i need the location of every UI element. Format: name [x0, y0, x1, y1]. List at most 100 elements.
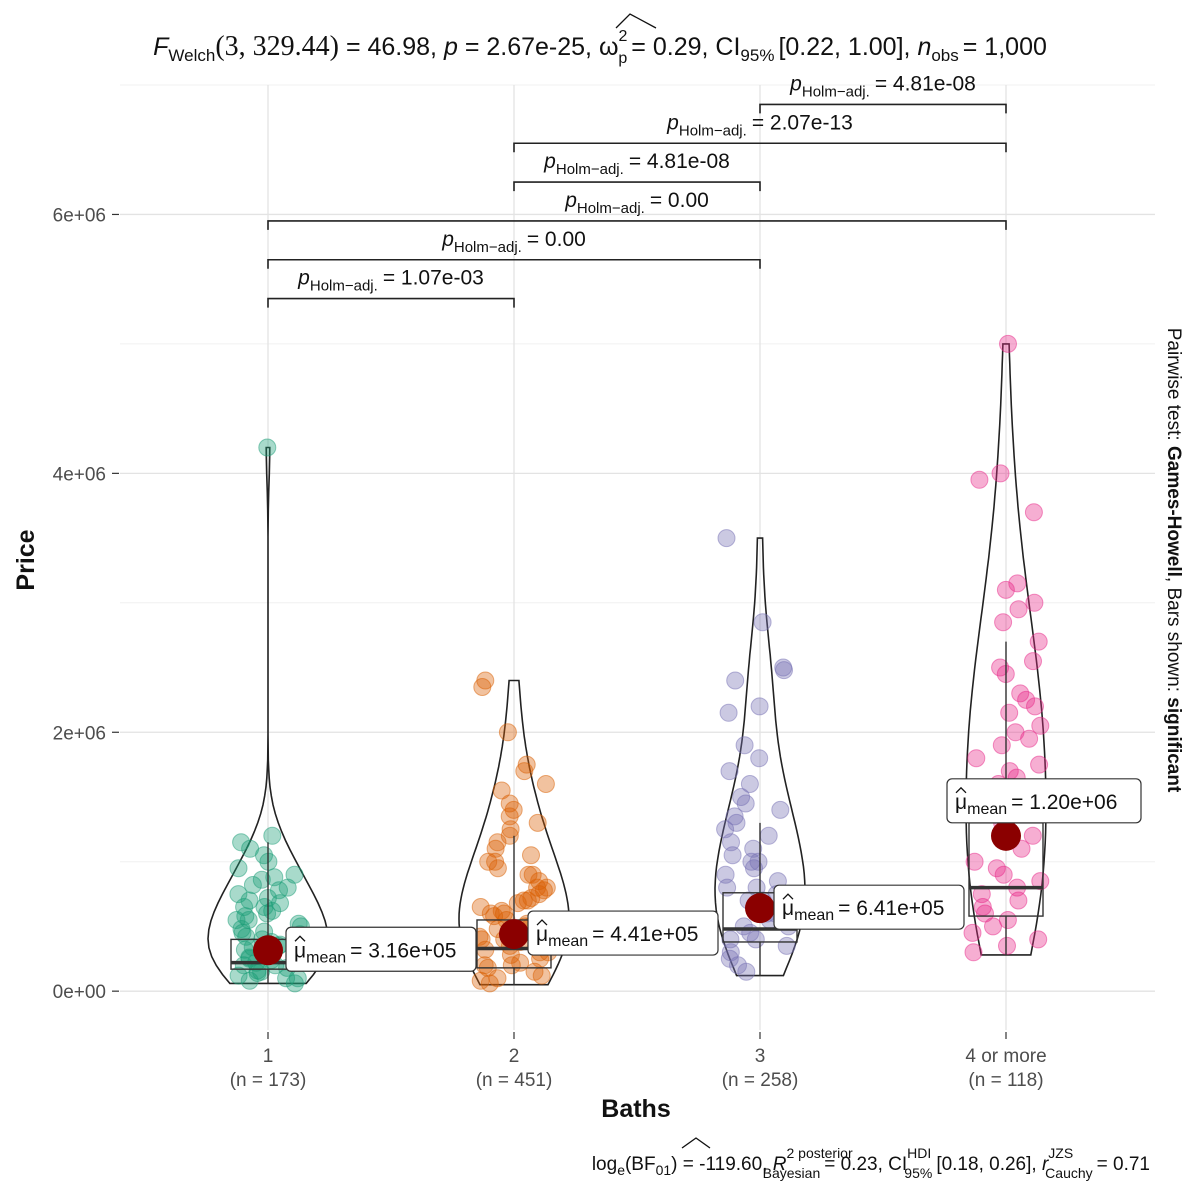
data-point [749, 852, 768, 871]
mean-symbol: μ [536, 923, 548, 946]
mean-point-3 [745, 893, 775, 924]
data-point [777, 936, 796, 955]
p-symbol: p [666, 111, 679, 134]
side-label: Pairwise test: Games-Howell, Bars shown:… [1163, 328, 1184, 793]
data-point [263, 826, 282, 845]
data-point [972, 885, 991, 904]
mean-value: = 4.41e+05 [592, 923, 698, 946]
data-point [229, 859, 248, 878]
data-point [1025, 593, 1044, 612]
p-symbol: p [543, 150, 556, 173]
p-sub: Holm−adj. [556, 161, 624, 178]
data-point [519, 865, 538, 884]
axes-layer: 0e+00 2e+06 4e+06 6e+06 1 (n = 173) 2 (n = 451)… [53, 13, 1047, 1149]
hat-glyph [294, 935, 306, 942]
x-tick-n-label: (n = 451) [476, 1070, 553, 1091]
data-point [742, 852, 761, 871]
x-tick-label: 2 [509, 1046, 520, 1067]
data-point [1026, 697, 1044, 716]
p-value: = 2.07e-13 [752, 111, 853, 134]
data-point [967, 749, 986, 768]
data-point [717, 529, 736, 548]
hat-glyph [782, 893, 794, 900]
pairwise-label: pHolm−adj. = 0.00 [564, 189, 709, 217]
mean-point-2 [499, 919, 529, 950]
data-point [771, 800, 790, 819]
data-point [775, 661, 793, 680]
data-point [258, 438, 277, 457]
mean-sub: mean [794, 907, 834, 924]
data-point [722, 833, 740, 852]
data-point [998, 936, 1016, 955]
p-value: = 1.07e-03 [383, 267, 484, 290]
p-value: = 0.00 [527, 228, 586, 251]
mean-label: μmean = 3.16e+05 [294, 939, 456, 966]
x-axis-title: Baths [601, 1095, 670, 1123]
data-point [488, 833, 507, 852]
data-point [528, 813, 547, 832]
pairwise-bracket [759, 103, 1007, 114]
data-point [252, 870, 271, 889]
pairwise-bracket [267, 297, 515, 308]
data-point [285, 974, 304, 993]
data-point [992, 736, 1011, 755]
data-point [753, 613, 772, 632]
data-point [737, 962, 756, 981]
data-point [1008, 574, 1027, 593]
data-point [719, 703, 738, 722]
data-point [740, 775, 759, 793]
mean-label-box [527, 910, 719, 956]
y-tick-label: 4e+06 [53, 464, 106, 485]
data-point [522, 846, 540, 865]
mean-value: = 6.41e+05 [838, 897, 944, 920]
data-point [271, 894, 289, 913]
data-point [999, 334, 1017, 353]
data-point [243, 876, 262, 894]
p-sub: Holm−adj. [454, 239, 522, 256]
mean-symbol: μ [782, 897, 794, 920]
mean-label: μmean = 1.20e+06 [955, 791, 1117, 818]
data-point [515, 762, 534, 781]
p-symbol: p [297, 267, 310, 290]
x-tick-label: 1 [263, 1046, 274, 1067]
mean-sub: mean [967, 801, 1007, 818]
y-axis-title: Price [12, 529, 40, 590]
data-point [1024, 503, 1043, 522]
data-point [732, 788, 751, 806]
data-point [471, 898, 490, 916]
violin-layer [207, 343, 1047, 986]
pairwise-label: pHolm−adj. = 4.81e-08 [543, 150, 730, 178]
data-point [996, 580, 1015, 599]
mean-point-1 [253, 935, 283, 966]
data-point [532, 966, 551, 985]
data-point [232, 833, 251, 852]
data-point [1029, 632, 1048, 651]
data-point [500, 807, 519, 826]
data-point [991, 464, 1010, 483]
x-tick-label: 4 or more [965, 1046, 1046, 1067]
data-point [252, 962, 271, 981]
data-point [498, 723, 517, 742]
data-point [229, 966, 248, 985]
data-point [984, 917, 1002, 936]
p-sub: Holm−adj. [679, 122, 747, 139]
x-tick-n-label: (n = 118) [968, 1070, 1043, 1091]
violin-2 [458, 679, 570, 986]
data-point [480, 974, 499, 993]
data-point [501, 820, 520, 839]
mean-value: = 1.20e+06 [1011, 791, 1117, 814]
p-sub: Holm−adj. [310, 278, 378, 295]
data-point [750, 697, 769, 716]
data-point [1031, 716, 1050, 735]
data-point [736, 794, 755, 813]
data-point [759, 826, 778, 845]
pairwise-bracket [267, 258, 761, 269]
data-point [994, 865, 1013, 884]
pairwise-bracket [267, 220, 1007, 230]
x-tick-n-label: (n = 173) [230, 1070, 307, 1091]
mean-label: μmean = 6.41e+05 [782, 897, 944, 924]
mean-label-box [773, 884, 965, 930]
data-point [475, 956, 494, 975]
